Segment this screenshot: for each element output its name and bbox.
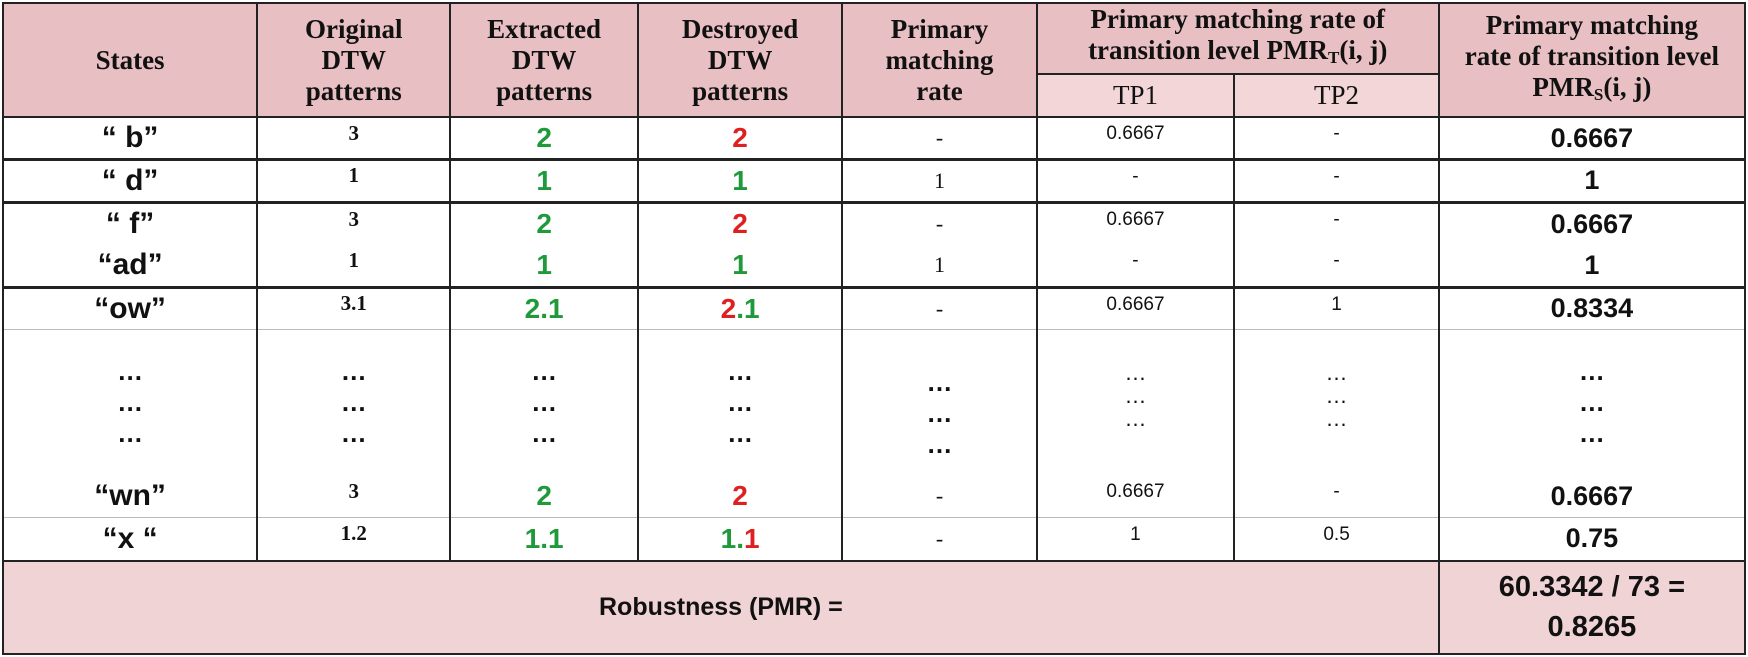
destroyed-cell: 2 — [636, 202, 844, 245]
header-original-dtw: Original DTW patterns — [256, 2, 452, 118]
extracted-cell: 2 — [449, 117, 639, 162]
tp1-cell: 0.6667 — [1035, 475, 1236, 519]
state-cell: “ f” — [1, 202, 259, 245]
ellipsis-cell: … … … — [1233, 329, 1440, 476]
table-row: “ow” 3.1 2.1 2.1 - 0.6667 1 0.8334 — [1, 287, 1747, 331]
robustness-value: 60.3342 / 73 = 0.8265 — [1437, 559, 1747, 655]
header-tp2: TP2 — [1233, 73, 1440, 118]
extracted-cell: 1 — [449, 244, 639, 289]
robustness-label: Robustness (PMR) = — [2, 559, 1440, 655]
ellipsis-row: … … … … … … … … … … … … … … … … … … … … … — [1, 329, 1747, 476]
tp2-cell: - — [1233, 159, 1440, 204]
primary-cell: 1 — [841, 159, 1038, 204]
pmrs-cell: 1 — [1437, 244, 1747, 289]
original-cell: 3 — [256, 117, 452, 162]
header-pmr-state-line2: rate of transition level — [1464, 41, 1719, 71]
header-primary-matching-rate: Primary matching rate — [841, 2, 1038, 118]
state-cell: “ b” — [1, 117, 259, 162]
header-states: States — [1, 2, 259, 118]
header-pmr-transition-line2: transition level PMRT(i, j) — [1088, 35, 1388, 67]
destroyed-part-green: .1 — [736, 292, 760, 324]
ellipsis-cell: … … … — [636, 329, 844, 476]
pmrs-cell: 0.6667 — [1437, 202, 1747, 245]
tp2-cell: 1 — [1233, 287, 1440, 331]
extracted-cell: 1.1 — [449, 517, 639, 561]
extracted-cell: 2 — [449, 202, 639, 245]
table-row: “x “ 1.2 1.1 1.1 - 1 0.5 0.75 — [1, 517, 1747, 561]
state-cell: “ad” — [1, 244, 259, 289]
header-pmr-transition: Primary matching rate of transition leve… — [1035, 2, 1440, 74]
state-cell: “x “ — [1, 517, 259, 561]
pmrs-cell: 0.6667 — [1437, 475, 1747, 519]
pmrs-cell: 0.75 — [1437, 517, 1747, 561]
tp1-cell: 0.6667 — [1035, 202, 1236, 245]
pmrs-cell: 0.8334 — [1437, 287, 1747, 331]
robustness-row: Robustness (PMR) = 60.3342 / 73 = 0.8265 — [2, 559, 1747, 655]
ellipsis-cell: … … … — [449, 329, 639, 476]
table-row: “ d” 1 1 1 1 - - 1 — [1, 159, 1747, 204]
ellipsis-cell: … … … — [1, 329, 259, 476]
header-pmr-state-line1: Primary matching — [1485, 10, 1698, 40]
original-cell: 1.2 — [256, 517, 452, 561]
destroyed-cell: 2.1 — [636, 287, 844, 331]
destroyed-part-red: 1 — [743, 522, 760, 554]
tp1-cell: 1 — [1035, 517, 1236, 561]
primary-cell: - — [841, 287, 1038, 331]
primary-cell: - — [841, 117, 1038, 162]
primary-cell: 1 — [841, 244, 1038, 289]
pmrs-cell: 1 — [1437, 159, 1747, 204]
state-cell: “ow” — [1, 287, 259, 331]
destroyed-part-green: 1. — [720, 522, 744, 554]
tp2-cell: - — [1233, 475, 1440, 519]
tp1-cell: 0.6667 — [1035, 117, 1236, 162]
table-row: “ad” 1 1 1 1 - - 1 — [1, 244, 1747, 289]
tp2-cell: - — [1233, 244, 1440, 289]
tp1-cell: - — [1035, 244, 1236, 289]
destroyed-cell: 1 — [636, 159, 844, 204]
state-cell: “wn” — [1, 475, 259, 519]
original-cell: 1 — [256, 159, 452, 204]
original-cell: 1 — [256, 244, 452, 289]
primary-cell: - — [841, 475, 1038, 519]
primary-cell: - — [841, 202, 1038, 245]
tp2-cell: - — [1233, 117, 1440, 162]
table-row: “ b” 3 2 2 - 0.6667 - 0.6667 — [1, 117, 1747, 162]
tp1-cell: 0.6667 — [1035, 287, 1236, 331]
robustness-value-line1: 60.3342 / 73 = — [1498, 571, 1686, 604]
original-cell: 3 — [256, 475, 452, 519]
original-cell: 3.1 — [256, 287, 452, 331]
header-tp1: TP1 — [1035, 73, 1236, 118]
pmrs-cell: 0.6667 — [1437, 117, 1747, 162]
tp2-cell: 0.5 — [1233, 517, 1440, 561]
extracted-cell: 2.1 — [449, 287, 639, 331]
original-cell: 3 — [256, 202, 452, 245]
extracted-cell: 1 — [449, 159, 639, 204]
destroyed-cell: 2 — [636, 117, 844, 162]
destroyed-cell: 1 — [636, 244, 844, 289]
destroyed-cell: 1.1 — [636, 517, 844, 561]
ellipsis-cell: … … … — [1437, 329, 1747, 476]
table-row: “wn” 3 2 2 - 0.6667 - 0.6667 — [1, 475, 1747, 519]
header-extracted-dtw: Extracted DTW patterns — [449, 2, 639, 118]
destroyed-cell: 2 — [636, 475, 844, 519]
extracted-cell: 2 — [449, 475, 639, 519]
robustness-value-line2: 0.8265 — [1547, 611, 1637, 644]
state-cell: “ d” — [1, 159, 259, 204]
destroyed-part-red: 2 — [720, 292, 737, 324]
ellipsis-cell: … … … — [256, 329, 452, 476]
table-row: “ f” 3 2 2 - 0.6667 - 0.6667 — [1, 202, 1747, 245]
header-pmr-state-line3: PMRS(i, j) — [1532, 72, 1652, 104]
tp2-cell: - — [1233, 202, 1440, 245]
primary-cell: - — [841, 517, 1038, 561]
header-pmr-transition-line1: Primary matching rate of — [1090, 4, 1386, 34]
tp1-cell: - — [1035, 159, 1236, 204]
header-pmr-state: Primary matching rate of transition leve… — [1437, 2, 1747, 118]
ellipsis-cell: … … … — [841, 329, 1038, 476]
ellipsis-cell: … … … — [1035, 329, 1236, 476]
header-destroyed-dtw: Destroyed DTW patterns — [636, 2, 844, 118]
